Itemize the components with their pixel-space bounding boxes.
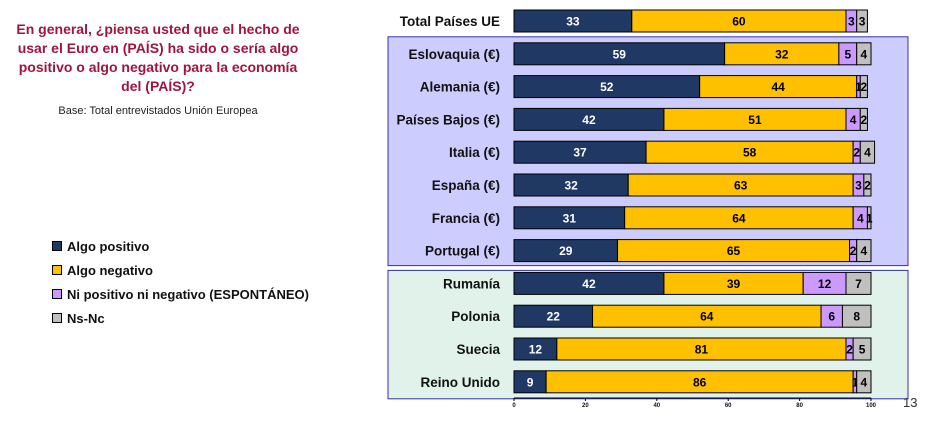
bar-nsnc xyxy=(859,140,876,164)
category-label: Italia (€) xyxy=(449,145,500,160)
bar-nsnc xyxy=(856,9,868,33)
value-label-negative: 44 xyxy=(772,80,786,94)
legend-swatch-nsnc xyxy=(52,313,62,323)
value-label-neutral: 12 xyxy=(818,277,832,291)
legend: Algo positivo Algo negativo Ni positivo … xyxy=(52,234,309,330)
x-tick-label: 100 xyxy=(866,403,877,409)
value-label-nsnc: 2 xyxy=(864,179,871,193)
value-label-neutral: 3 xyxy=(855,179,862,193)
value-label-nsnc: 2 xyxy=(861,80,868,94)
value-label-positive: 33 xyxy=(566,15,580,29)
bar-nsnc xyxy=(852,337,872,361)
bar-nsnc xyxy=(859,107,868,131)
legend-label-neutral: Ni positivo ni negativo (ESPONTÁNEO) xyxy=(67,286,309,302)
value-label-negative: 51 xyxy=(748,113,762,127)
value-label-nsnc: 4 xyxy=(861,244,868,258)
value-label-positive: 59 xyxy=(613,47,627,61)
x-tick-label: 60 xyxy=(725,403,732,409)
value-label-nsnc: 2 xyxy=(861,113,868,127)
value-label-negative: 64 xyxy=(732,211,746,225)
value-label-negative: 60 xyxy=(732,15,746,29)
x-tick-label: 0 xyxy=(512,403,516,409)
bar-nsnc xyxy=(856,42,872,66)
legend-item-nsnc: Ns-Nc xyxy=(52,306,309,330)
value-label-nsnc: 7 xyxy=(855,277,862,291)
x-tick-label: 80 xyxy=(796,403,803,409)
bar-nsnc xyxy=(845,271,872,295)
category-label: Francia (€) xyxy=(432,211,500,226)
legend-item-neutral: Ni positivo ni negativo (ESPONTÁNEO) xyxy=(52,282,309,306)
bar-nsnc xyxy=(856,370,872,394)
value-label-nsnc: 4 xyxy=(861,47,868,61)
value-label-positive: 12 xyxy=(529,343,543,357)
value-label-nsnc: 4 xyxy=(861,375,868,389)
value-label-neutral: 1 xyxy=(852,375,859,389)
value-label-neutral: 4 xyxy=(850,113,857,127)
category-label: Reino Unido xyxy=(421,375,501,390)
value-label-neutral: 3 xyxy=(848,15,855,29)
bar-nsnc xyxy=(866,206,872,230)
value-label-negative: 58 xyxy=(743,146,757,160)
value-label-nsnc: 1 xyxy=(866,211,873,225)
page-number: 13 xyxy=(903,395,918,410)
category-label: Total Países UE xyxy=(400,14,500,29)
legend-label-nsnc: Ns-Nc xyxy=(67,310,105,326)
value-label-nsnc: 5 xyxy=(859,343,866,357)
value-label-negative: 81 xyxy=(695,343,709,357)
category-label: Polonia xyxy=(451,309,500,324)
category-label: Países Bajos (€) xyxy=(396,112,500,127)
category-label: Portugal (€) xyxy=(425,244,500,259)
question-text: En general, ¿piensa usted que el hecho d… xyxy=(16,21,300,94)
value-label-negative: 64 xyxy=(700,310,714,324)
value-label-positive: 32 xyxy=(564,179,578,193)
value-label-negative: 63 xyxy=(734,179,748,193)
value-label-positive: 31 xyxy=(563,211,577,225)
category-label: España (€) xyxy=(432,178,500,193)
base-text: Base: Total entrevistados Unión Europea xyxy=(58,105,258,117)
value-label-positive: 9 xyxy=(527,375,534,389)
value-label-negative: 65 xyxy=(727,244,741,258)
value-label-neutral: 2 xyxy=(846,343,853,357)
value-label-negative: 86 xyxy=(693,375,707,389)
value-label-neutral: 4 xyxy=(857,211,864,225)
value-label-nsnc: 4 xyxy=(864,146,871,160)
category-label: Suecia xyxy=(456,342,500,357)
legend-item-negative: Algo negativo xyxy=(52,258,309,282)
value-label-positive: 22 xyxy=(547,310,561,324)
legend-label-positive: Algo positivo xyxy=(67,238,150,254)
category-label: Alemania (€) xyxy=(420,80,500,95)
value-label-positive: 52 xyxy=(600,80,614,94)
legend-swatch-negative xyxy=(52,265,62,275)
value-label-neutral: 1 xyxy=(855,80,862,94)
value-label-neutral: 6 xyxy=(828,310,835,324)
bar-nsnc xyxy=(863,173,872,197)
bar-nsnc xyxy=(856,239,872,263)
x-tick-label: 40 xyxy=(653,403,660,409)
value-label-positive: 42 xyxy=(582,113,596,127)
value-label-neutral: 2 xyxy=(850,244,857,258)
bar-nsnc xyxy=(841,304,872,328)
value-label-positive: 37 xyxy=(573,146,587,160)
value-label-positive: 29 xyxy=(559,244,573,258)
legend-item-positive: Algo positivo xyxy=(52,234,309,258)
value-label-nsnc: 8 xyxy=(853,310,860,324)
value-label-positive: 42 xyxy=(582,277,596,291)
value-label-negative: 32 xyxy=(775,47,789,61)
value-label-neutral: 2 xyxy=(853,146,860,160)
bar-nsnc xyxy=(859,75,868,99)
x-tick-label: 20 xyxy=(582,403,589,409)
value-label-nsnc: 3 xyxy=(859,15,866,29)
legend-swatch-neutral xyxy=(52,289,62,299)
legend-swatch-positive xyxy=(52,241,62,251)
legend-label-negative: Algo negativo xyxy=(67,262,153,278)
category-label: Rumanía xyxy=(443,276,501,291)
value-label-neutral: 5 xyxy=(844,47,851,61)
value-label-negative: 39 xyxy=(727,277,741,291)
category-label: Eslovaquia (€) xyxy=(408,47,500,62)
